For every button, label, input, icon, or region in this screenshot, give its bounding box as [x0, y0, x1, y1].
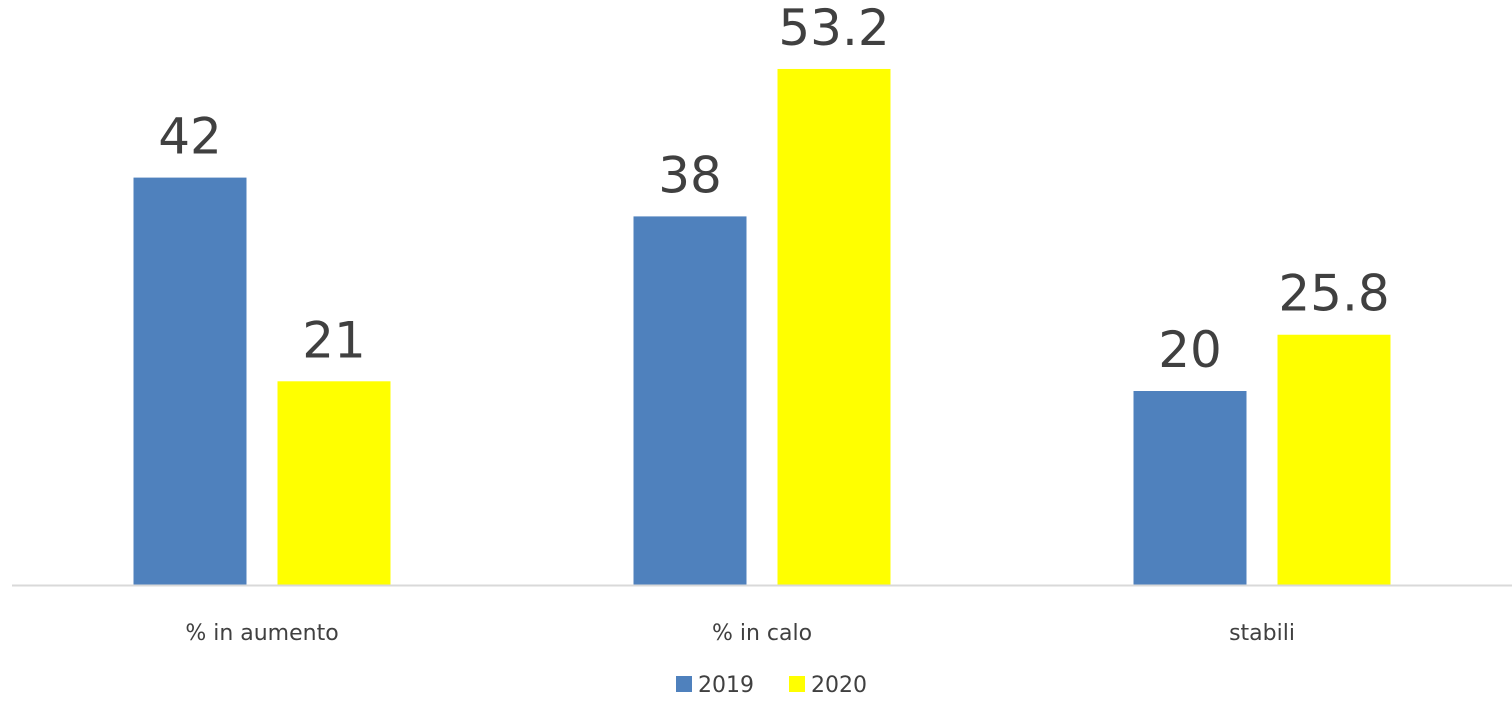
data-label-2019-stabili: 20 [1158, 321, 1222, 379]
legend-swatch-2020 [789, 676, 805, 692]
bar-2019-in-calo [633, 216, 747, 585]
bars-group [133, 68, 1391, 585]
data-label-2020-in-calo: 53.2 [778, 0, 889, 57]
category-label-in-aumento: % in aumento [185, 621, 338, 646]
bar-2019-in-aumento [133, 177, 247, 585]
category-label-in-calo: % in calo [712, 621, 812, 646]
data-label-2020-stabili: 25.8 [1278, 265, 1389, 323]
bar-2020-stabili [1277, 334, 1391, 585]
data-label-2019-in-calo: 38 [658, 146, 722, 204]
bar-2019-stabili [1133, 391, 1247, 585]
legend-swatch-2019 [676, 676, 692, 692]
legend-label-2020: 2020 [811, 673, 867, 698]
data-label-2019-in-aumento: 42 [158, 108, 222, 166]
legend-label-2019: 2019 [698, 673, 754, 698]
legend: 2019 2020 [676, 673, 867, 698]
category-labels-group: % in aumento % in calo stabili [185, 621, 1295, 646]
data-labels-group: 42 21 38 53.2 20 25.8 [158, 0, 1389, 379]
category-label-stabili: stabili [1229, 621, 1295, 646]
bar-2020-in-calo [777, 68, 891, 585]
data-label-2020-in-aumento: 21 [302, 311, 366, 369]
bar-2020-in-aumento [277, 381, 391, 585]
